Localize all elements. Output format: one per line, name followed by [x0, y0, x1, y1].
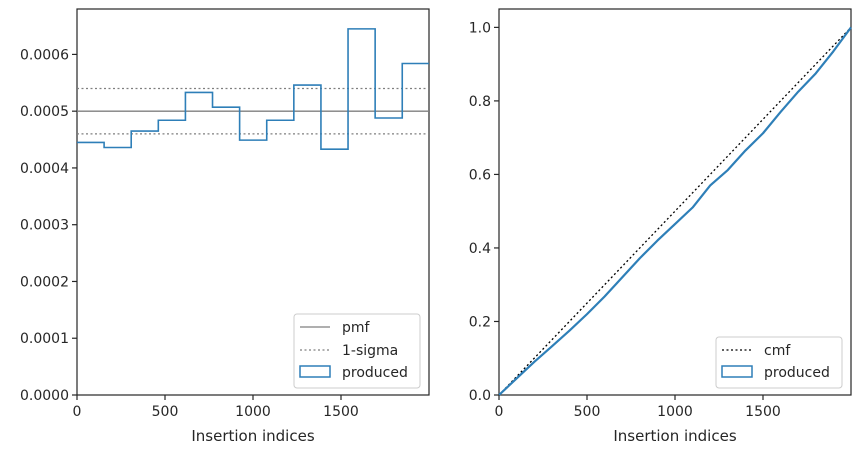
legend-label-pmf: pmf — [342, 320, 371, 336]
histogram-x-tick-label: 1000 — [235, 404, 271, 420]
cmf-panel: 0.0 0.2 0.4 0.6 0.8 1.0 0 500 1000 1500 Insertio… — [469, 8, 852, 445]
legend-label-produced: produced — [342, 365, 408, 381]
cmf-produced-line — [498, 26, 852, 396]
histogram-y-tick-label: 0.0005 — [20, 104, 69, 120]
cmf-x-axis: 0 500 1000 1500 — [495, 395, 781, 420]
histogram-x-tick-label: 1500 — [323, 404, 359, 420]
histogram-y-tick-label: 0.0002 — [20, 274, 69, 290]
histogram-series — [77, 28, 429, 151]
histogram-x-axis: 0 500 1000 1500 — [73, 395, 359, 420]
legend-swatch-produced — [299, 365, 331, 378]
legend-label-1-sigma: 1-sigma — [342, 343, 398, 359]
histogram-produced-step — [77, 28, 429, 151]
legend-label-cmf: cmf — [764, 343, 791, 359]
cmf-x-tick-label: 1500 — [745, 404, 781, 420]
cmf-y-tick-label: 1.0 — [469, 20, 491, 36]
cmf-y-tick-label: 0.8 — [469, 94, 491, 110]
histogram-x-tick-label: 0 — [73, 404, 82, 420]
cmf-y-tick-label: 0.4 — [469, 241, 491, 257]
histogram-panel: 0.0000 0.0001 0.0002 0.0003 0.0004 0.0005 0.00… — [20, 8, 430, 445]
cmf-series — [498, 26, 852, 396]
histogram-y-axis: 0.0000 0.0001 0.0002 0.0003 0.0004 0.0005 0.00… — [20, 47, 77, 404]
cmf-y-tick-label: 0.2 — [469, 314, 491, 330]
legend-label-produced-cmf: produced — [764, 365, 830, 381]
cmf-legend-box — [715, 336, 843, 389]
histogram-y-tick-label: 0.0006 — [20, 47, 69, 63]
histogram-y-tick-label: 0.0003 — [20, 218, 69, 234]
histogram-y-tick-label: 0.0004 — [20, 161, 69, 177]
cmf-legend: cmf produced — [715, 336, 843, 389]
histogram-y-tick-label: 0.0000 — [20, 388, 69, 404]
cmf-x-tick-label: 500 — [574, 404, 601, 420]
cmf-y-tick-label: 0.6 — [469, 167, 491, 183]
cmf-x-tick-label: 0 — [495, 404, 504, 420]
histogram-y-tick-label: 0.0001 — [20, 331, 69, 347]
cmf-y-tick-label: 0.0 — [469, 388, 491, 404]
histogram-x-tick-label: 500 — [152, 404, 179, 420]
legend-swatch-produced-cmf — [721, 365, 753, 378]
reference-lines — [77, 87, 429, 135]
cmf-y-axis: 0.0 0.2 0.4 0.6 0.8 1.0 — [469, 20, 499, 404]
cmf-line — [498, 26, 852, 396]
cmf-x-tick-label: 1000 — [657, 404, 693, 420]
histogram-legend: pmf 1-sigma produced — [293, 313, 421, 389]
cmf-x-axis-label: Insertion indices — [613, 427, 736, 445]
histogram-x-axis-label: Insertion indices — [191, 427, 314, 445]
histogram-legend-box — [293, 313, 421, 389]
